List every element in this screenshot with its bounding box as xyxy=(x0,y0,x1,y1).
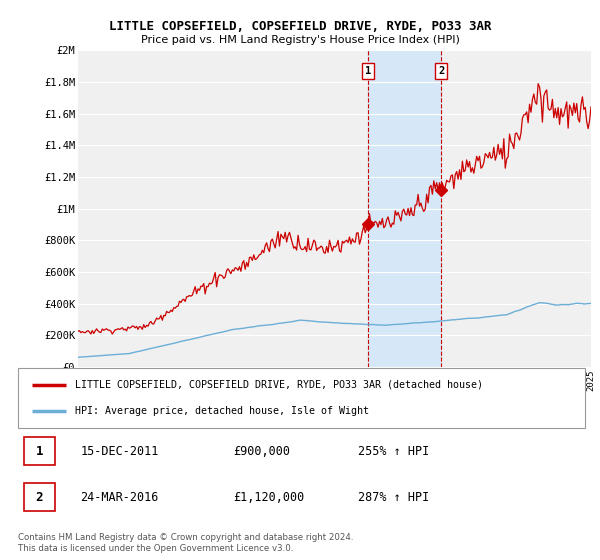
Text: 287% ↑ HPI: 287% ↑ HPI xyxy=(358,491,430,504)
Bar xyxy=(368,50,441,367)
Text: 2: 2 xyxy=(438,66,444,76)
Text: 2: 2 xyxy=(35,491,43,504)
FancyBboxPatch shape xyxy=(18,368,585,428)
Text: Price paid vs. HM Land Registry's House Price Index (HPI): Price paid vs. HM Land Registry's House … xyxy=(140,35,460,45)
Text: £1,120,000: £1,120,000 xyxy=(233,491,305,504)
Text: 255% ↑ HPI: 255% ↑ HPI xyxy=(358,445,430,458)
Text: 15-DEC-2011: 15-DEC-2011 xyxy=(80,445,159,458)
Text: LITTLE COPSEFIELD, COPSEFIELD DRIVE, RYDE, PO33 3AR (detached house): LITTLE COPSEFIELD, COPSEFIELD DRIVE, RYD… xyxy=(75,380,482,390)
Text: 24-MAR-2016: 24-MAR-2016 xyxy=(80,491,159,504)
Text: 1: 1 xyxy=(365,66,371,76)
FancyBboxPatch shape xyxy=(23,437,55,465)
Text: Contains HM Land Registry data © Crown copyright and database right 2024.
This d: Contains HM Land Registry data © Crown c… xyxy=(18,533,353,553)
Text: 1: 1 xyxy=(35,445,43,458)
Text: LITTLE COPSEFIELD, COPSEFIELD DRIVE, RYDE, PO33 3AR: LITTLE COPSEFIELD, COPSEFIELD DRIVE, RYD… xyxy=(109,20,491,32)
FancyBboxPatch shape xyxy=(23,483,55,511)
Text: HPI: Average price, detached house, Isle of Wight: HPI: Average price, detached house, Isle… xyxy=(75,407,368,417)
Text: £900,000: £900,000 xyxy=(233,445,290,458)
